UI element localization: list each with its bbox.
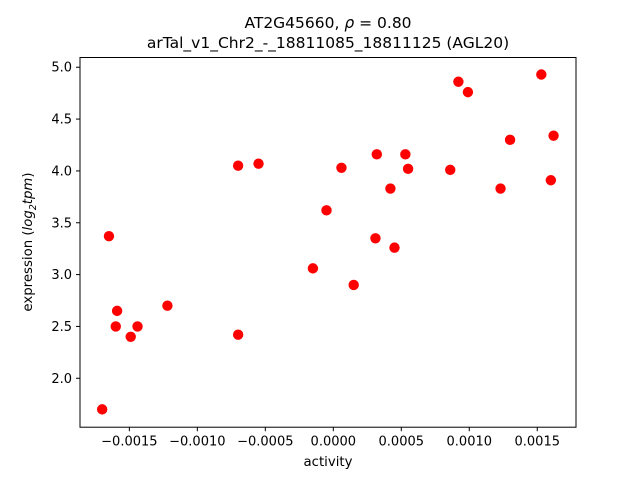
data-point xyxy=(389,242,400,253)
data-point xyxy=(545,175,557,186)
data-point xyxy=(370,233,381,244)
data-point xyxy=(111,305,123,317)
data-point xyxy=(125,331,136,342)
data-point xyxy=(162,300,173,311)
x-tick-label: −0.0015 xyxy=(101,435,157,450)
data-point xyxy=(504,134,516,146)
data-point xyxy=(253,158,264,169)
x-tick-label: −0.0005 xyxy=(237,435,293,450)
chart-subtitle: arTal_v1_Chr2_-_18811085_18811125 (AGL20… xyxy=(146,34,510,52)
data-point xyxy=(536,69,547,80)
x-tick-label: 0.0010 xyxy=(447,435,493,450)
data-point xyxy=(232,160,244,171)
data-point xyxy=(336,162,347,174)
data-point xyxy=(321,205,332,216)
data-point xyxy=(548,130,559,141)
chart-title: AT2G45660, ρ = 0.80 xyxy=(244,14,411,33)
data-point xyxy=(445,164,456,176)
y-tick-label: 4.0 xyxy=(51,164,72,179)
data-point xyxy=(462,86,474,98)
data-point xyxy=(385,183,396,194)
data-point xyxy=(110,321,121,332)
title-rho-symbol: ρ xyxy=(344,14,355,32)
data-point xyxy=(307,263,319,274)
data-point xyxy=(103,231,115,242)
title-rho-value: = 0.80 xyxy=(354,14,412,32)
y-tick-label: 4.5 xyxy=(51,113,72,128)
y-tick-label: 3.5 xyxy=(51,216,72,231)
data-point xyxy=(402,163,414,175)
data-point xyxy=(453,76,464,87)
y-tick-label: 2.0 xyxy=(51,372,72,387)
x-tick-label: 0.0015 xyxy=(515,435,561,450)
y-tick-label: 5.0 xyxy=(51,61,72,76)
title-gene: AT2G45660, xyxy=(244,14,345,32)
data-point xyxy=(400,149,411,160)
x-tick-label: 0.0000 xyxy=(311,435,357,450)
x-tick-label: −0.0010 xyxy=(169,435,225,450)
data-point xyxy=(371,149,383,160)
x-tick-label: 0.0005 xyxy=(379,435,425,450)
y-tick-label: 2.5 xyxy=(51,320,72,335)
x-axis-label: activity xyxy=(303,455,353,470)
data-point xyxy=(96,404,108,415)
axes-spines xyxy=(79,57,577,428)
data-point xyxy=(132,321,143,332)
y-tick-label: 3.0 xyxy=(51,268,72,283)
data-point xyxy=(495,183,506,194)
data-point xyxy=(232,329,244,340)
data-point xyxy=(348,279,359,291)
